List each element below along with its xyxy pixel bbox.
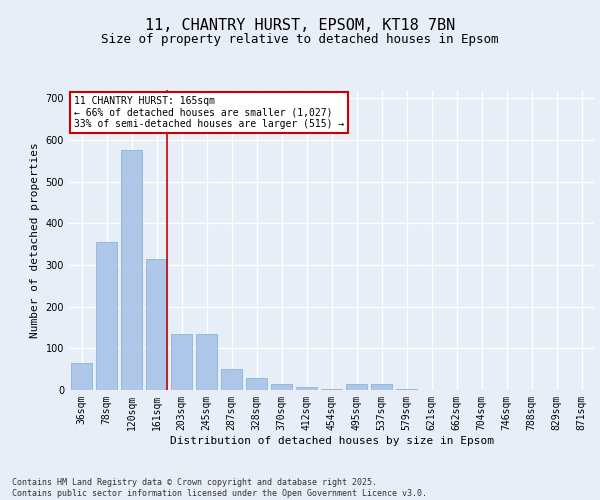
- Bar: [321, 389, 342, 390]
- Bar: [146, 259, 167, 390]
- X-axis label: Distribution of detached houses by size in Epsom: Distribution of detached houses by size …: [170, 436, 493, 446]
- Bar: [221, 369, 242, 390]
- Bar: [246, 378, 267, 390]
- Text: Size of property relative to detached houses in Epsom: Size of property relative to detached ho…: [101, 32, 499, 46]
- Bar: [371, 384, 392, 390]
- Bar: [271, 384, 292, 390]
- Text: Contains HM Land Registry data © Crown copyright and database right 2025.
Contai: Contains HM Land Registry data © Crown c…: [12, 478, 427, 498]
- Text: 11 CHANTRY HURST: 165sqm
← 66% of detached houses are smaller (1,027)
33% of sem: 11 CHANTRY HURST: 165sqm ← 66% of detach…: [74, 96, 344, 129]
- Bar: [71, 363, 92, 390]
- Bar: [96, 242, 117, 390]
- Bar: [346, 384, 367, 390]
- Bar: [196, 334, 217, 390]
- Bar: [171, 334, 192, 390]
- Bar: [296, 386, 317, 390]
- Bar: [121, 150, 142, 390]
- Text: 11, CHANTRY HURST, EPSOM, KT18 7BN: 11, CHANTRY HURST, EPSOM, KT18 7BN: [145, 18, 455, 32]
- Y-axis label: Number of detached properties: Number of detached properties: [30, 142, 40, 338]
- Bar: [396, 389, 417, 390]
